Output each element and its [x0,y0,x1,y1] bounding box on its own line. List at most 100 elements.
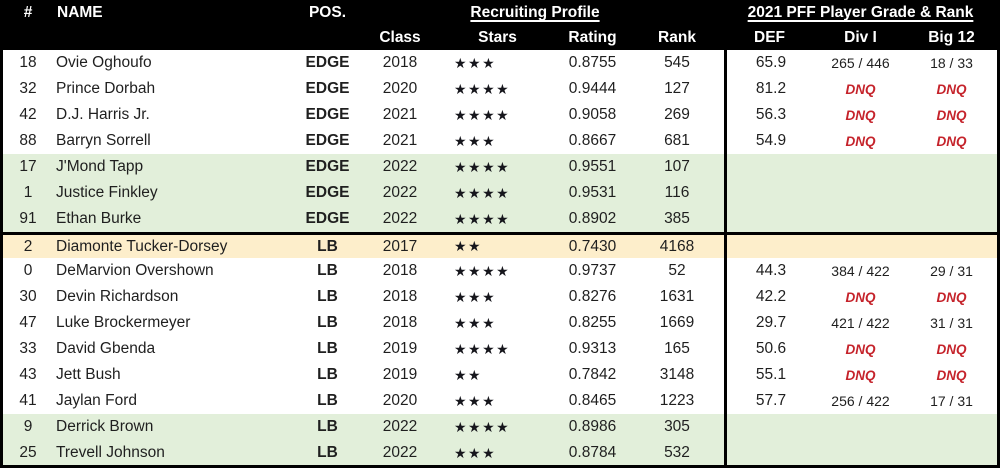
recruiting-rank-cell: 305 [664,418,690,435]
recruiting-rating-cell: 0.9551 [568,158,617,175]
pff-big12-rank-cell [906,206,997,232]
class-year-cell: 2019 [382,340,418,357]
jersey-number-cell: 30 [19,288,37,305]
position-cell: LB [317,262,338,279]
recruiting-rating-cell: 0.8755 [568,54,617,71]
player-name-cell: David Gbenda [56,340,156,357]
class-year-cell: 2021 [382,106,418,123]
pff-grade-rank-label: 2021 PFF Player Grade & Rank [747,4,974,21]
position-cell: EDGE [305,210,350,227]
table-row: 91 Ethan Burke EDGE 2022 ★★★★ 0.8902 385 [3,206,997,232]
pff-div1-rank-cell: DNQ [845,367,876,383]
position-cell: LB [317,237,338,255]
table-row: 30 Devin Richardson LB 2018 ★★★ 0.8276 1… [3,284,997,310]
pff-div1-rank-cell [815,414,906,440]
recruiting-rank-cell: 4168 [659,237,695,255]
star-rating-icons: ★★★ [454,314,497,331]
star-rating-icons: ★★★★ [454,340,511,357]
position-cell: LB [317,366,338,383]
jersey-number-cell: 9 [23,418,33,435]
header-big12-column: Big 12 [928,29,975,46]
pff-def-grade-cell: 29.7 [724,310,815,336]
recruiting-rating-cell: 0.9737 [568,262,617,279]
pff-div1-rank-cell [815,440,906,465]
pff-big12-rank-cell [906,235,997,258]
recruiting-rating-cell: 0.7430 [568,237,617,255]
recruiting-rating-cell: 0.8784 [568,444,617,461]
table-body: 18 Ovie Oghoufo EDGE 2018 ★★★ 0.8755 545… [3,50,997,465]
header-group-recruiting-profile: Recruiting Profile [440,0,630,26]
player-name-cell: Diamonte Tucker-Dorsey [56,237,228,255]
table-row: 33 David Gbenda LB 2019 ★★★★ 0.9313 165 … [3,336,997,362]
jersey-number-cell: 41 [19,392,37,409]
recruiting-rating-cell: 0.8986 [568,418,617,435]
star-rating-icons: ★★ [454,366,483,383]
class-year-cell: 2021 [382,132,418,149]
star-rating-icons: ★★★ [454,288,497,305]
header-stars-column: Stars [478,29,517,46]
position-cell: LB [317,444,338,461]
pff-def-grade-cell [724,206,815,232]
player-name-cell: D.J. Harris Jr. [56,106,150,123]
star-rating-icons: ★★★ [454,54,497,71]
jersey-number-cell: 18 [19,54,37,71]
recruiting-profile-label: Recruiting Profile [470,4,600,21]
recruiting-rank-cell: 545 [664,54,690,71]
class-year-cell: 2022 [382,184,418,201]
jersey-number-cell: 47 [19,314,37,331]
pff-big12-rank-cell: 29 / 31 [930,263,973,279]
header-def-column: DEF [754,29,785,46]
class-year-cell: 2020 [382,392,418,409]
player-name-cell: DeMarvion Overshown [56,262,214,279]
pff-def-grade-cell: 55.1 [724,362,815,388]
player-name-cell: Justice Finkley [56,184,158,201]
jersey-number-cell: 42 [19,106,37,123]
pff-div1-rank-cell: 421 / 422 [831,315,890,331]
table-row: 18 Ovie Oghoufo EDGE 2018 ★★★ 0.8755 545… [3,50,997,76]
recruiting-rank-cell: 1631 [659,288,695,305]
pff-def-grade-cell: 81.2 [724,76,815,102]
position-cell: LB [317,314,338,331]
recruiting-rank-cell: 165 [664,340,690,357]
recruiting-rating-cell: 0.8465 [568,392,617,409]
recruiting-rank-cell: 1669 [659,314,695,331]
player-name-cell: Luke Brockermeyer [56,314,191,331]
player-name-cell: Trevell Johnson [56,444,165,461]
pff-big12-rank-cell [906,180,997,206]
pff-big12-rank-cell: DNQ [936,133,967,149]
header-number-column: # [23,4,33,21]
pff-def-grade-cell [724,154,815,180]
pff-big12-rank-cell [906,440,997,465]
jersey-number-cell: 17 [19,158,37,175]
player-name-cell: Devin Richardson [56,288,179,305]
pff-div1-rank-cell [815,235,906,258]
recruiting-rank-cell: 681 [664,132,690,149]
class-year-cell: 2019 [382,366,418,383]
pff-big12-rank-cell: DNQ [936,367,967,383]
recruiting-rating-cell: 0.8276 [568,288,617,305]
player-name-cell: Jaylan Ford [56,392,137,409]
pff-def-grade-cell: 65.9 [724,50,815,76]
jersey-number-cell: 33 [19,340,37,357]
position-cell: EDGE [305,158,350,175]
table-row: 1 Justice Finkley EDGE 2022 ★★★★ 0.9531 … [3,180,997,206]
star-rating-icons: ★★★★ [454,210,511,227]
position-cell: LB [317,288,338,305]
star-rating-icons: ★★★★ [454,80,511,97]
star-rating-icons: ★★★★ [454,184,511,201]
star-rating-icons: ★★★★ [454,106,511,123]
table-row: 32 Prince Dorbah EDGE 2020 ★★★★ 0.9444 1… [3,76,997,102]
pff-big12-rank-cell [906,154,997,180]
recruiting-rating-cell: 0.9313 [568,340,617,357]
position-cell: EDGE [305,80,350,97]
header-row-groups: # NAME POS. Recruiting Profile 2021 PFF … [3,0,997,26]
star-rating-icons: ★★★ [454,132,497,149]
recruiting-rating-cell: 0.7842 [568,366,617,383]
jersey-number-cell: 43 [19,366,37,383]
pff-div1-rank-cell: 265 / 446 [831,55,890,71]
jersey-number-cell: 2 [23,237,33,255]
header-div1-column: Div I [844,29,877,46]
jersey-number-cell: 91 [19,210,37,227]
jersey-number-cell: 25 [19,444,37,461]
